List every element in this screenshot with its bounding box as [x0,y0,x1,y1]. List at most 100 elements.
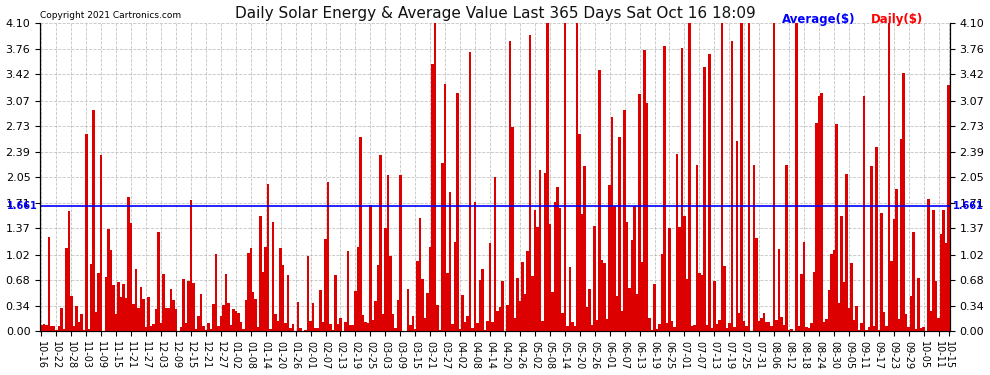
Bar [798,326,800,332]
Bar [908,327,910,332]
Bar [97,273,100,332]
Bar [232,309,235,332]
Bar [135,269,138,332]
Bar [439,330,442,332]
Bar [826,320,828,332]
Bar [52,327,55,332]
Bar [113,285,115,332]
Bar [865,330,867,332]
Bar [888,23,890,332]
Bar [481,268,484,332]
Bar [711,328,713,332]
Bar [548,224,551,332]
Bar [688,23,691,332]
Bar [417,261,419,332]
Bar [581,214,583,332]
Bar [227,303,230,332]
Bar [346,251,349,332]
Text: Average($): Average($) [782,13,855,26]
Bar [386,175,389,332]
Bar [274,314,277,332]
Bar [586,307,588,332]
Bar [501,280,504,332]
Bar [750,331,753,332]
Bar [788,330,790,332]
Bar [885,326,888,332]
Bar [50,326,52,332]
Bar [476,323,479,332]
Bar [399,175,402,332]
Bar [882,312,885,332]
Bar [212,304,215,332]
Bar [556,187,558,332]
Bar [611,117,614,332]
Bar [841,216,842,332]
Bar [180,327,182,332]
Bar [606,319,609,332]
Bar [414,329,417,332]
Bar [753,165,755,332]
Bar [332,330,335,332]
Bar [389,256,392,332]
Bar [693,324,696,332]
Bar [210,328,212,332]
Bar [133,304,135,332]
Bar [164,308,167,332]
Bar [272,222,274,332]
Bar [254,299,257,332]
Bar [297,302,299,332]
Bar [185,324,187,332]
Bar [691,327,693,332]
Bar [412,316,414,332]
Bar [292,324,294,332]
Bar [469,52,471,332]
Bar [938,318,940,332]
Bar [479,279,481,332]
Bar [509,41,511,332]
Bar [230,325,232,332]
Bar [872,326,875,332]
Bar [407,289,409,332]
Bar [933,210,935,332]
Bar [928,200,930,332]
Bar [542,321,544,332]
Bar [636,294,639,332]
Bar [733,327,736,332]
Bar [877,330,880,332]
Bar [760,318,763,332]
Bar [930,311,933,332]
Bar [770,326,773,332]
Bar [860,323,862,332]
Bar [668,228,670,332]
Bar [616,296,619,332]
Bar [880,213,882,332]
Bar [621,311,624,332]
Bar [138,308,140,332]
Bar [284,323,287,332]
Bar [108,229,110,332]
Bar [149,326,152,332]
Bar [553,202,556,332]
Bar [41,326,43,332]
Bar [215,254,217,332]
Bar [660,254,663,332]
Bar [875,147,877,332]
Bar [738,313,741,332]
Bar [576,23,578,332]
Bar [82,330,85,332]
Bar [130,224,133,332]
Bar [598,70,601,332]
Bar [918,278,920,332]
Bar [314,328,317,332]
Bar [257,327,259,332]
Bar [195,329,197,332]
Bar [162,274,164,332]
Bar [294,331,297,332]
Bar [100,154,102,332]
Bar [491,322,494,332]
Bar [890,261,893,332]
Bar [566,326,568,332]
Bar [870,166,872,332]
Bar [222,305,225,332]
Bar [169,289,172,332]
